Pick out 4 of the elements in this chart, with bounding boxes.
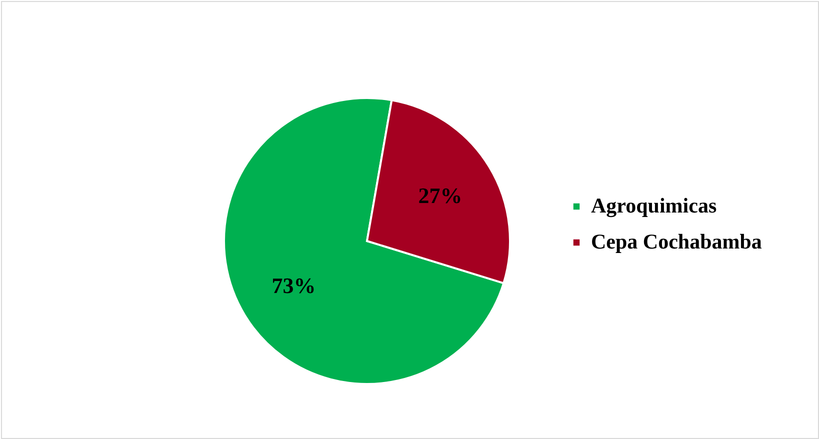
data-label: 73% xyxy=(272,272,316,298)
legend-label: Cepa Cochabamba xyxy=(591,230,762,254)
legend-label: Agroquimicas xyxy=(591,194,717,218)
data-label: 27% xyxy=(418,183,462,208)
